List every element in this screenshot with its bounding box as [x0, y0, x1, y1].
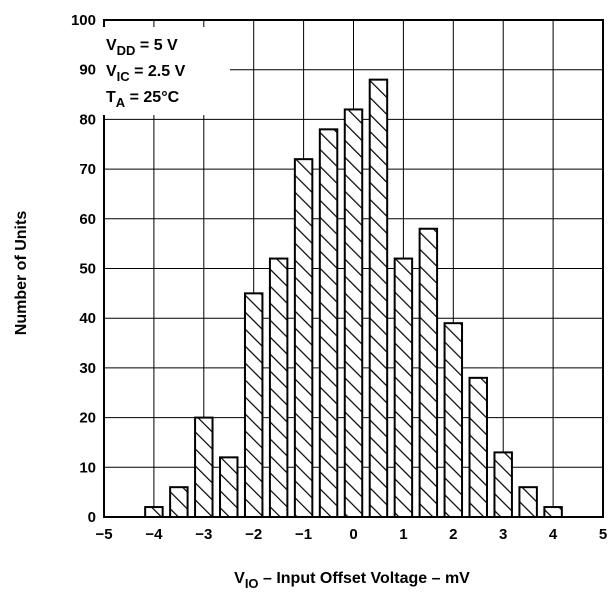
x-tick-label: −1 — [295, 526, 312, 543]
x-axis-label: VIO – Input Offset Voltage – mV — [234, 570, 470, 591]
histogram-bar — [518, 486, 538, 518]
histogram-bar — [194, 416, 214, 519]
x-axis-label-sub: IO — [245, 576, 259, 591]
conditions-box-background — [100, 27, 230, 115]
x-axis-label-main: V — [234, 570, 245, 587]
condition-symbol: V — [106, 63, 117, 80]
histogram-bar — [543, 506, 563, 518]
histogram-bar — [318, 128, 339, 518]
y-tick-label: 10 — [79, 459, 96, 476]
x-tick-label: 0 — [349, 526, 357, 543]
x-tick-label: 1 — [399, 526, 407, 543]
y-tick-label: 100 — [71, 12, 96, 29]
histogram-bar — [468, 376, 488, 518]
condition-value: = 2.5 V — [130, 63, 186, 80]
histogram-bar — [268, 257, 289, 518]
y-axis-label: Number of Units — [13, 211, 30, 336]
histogram-bar — [418, 227, 439, 519]
y-tick-label: 0 — [88, 509, 96, 526]
condition-subscript: DD — [117, 43, 136, 58]
histogram-bar — [393, 257, 414, 518]
plot-frame — [103, 19, 604, 518]
condition-subscript: A — [116, 95, 126, 110]
bars — [144, 78, 563, 519]
y-tick-labels: 0 10 20 30 40 50 60 70 80 90 100 — [71, 12, 96, 526]
histogram-bar — [368, 78, 389, 518]
histogram-bar — [219, 456, 239, 518]
x-tick-label: −3 — [195, 526, 212, 543]
y-tick-label: 70 — [79, 161, 96, 178]
y-tick-label: 30 — [79, 360, 96, 377]
histogram-bar — [493, 451, 513, 519]
condition-line: TA = 25°C — [106, 89, 180, 110]
x-tick-label: 3 — [499, 526, 507, 543]
histogram-bar — [243, 292, 264, 518]
y-tick-label: 40 — [79, 310, 96, 327]
condition-symbol: V — [106, 37, 117, 54]
histogram-bar — [169, 486, 189, 518]
x-tick-label: −2 — [245, 526, 262, 543]
x-tick-label: −4 — [145, 526, 163, 543]
histogram-bar — [343, 108, 364, 519]
condition-value: = 25°C — [125, 89, 179, 106]
x-tick-labels: −5 −4 −3 −2 −1 0 1 2 3 4 5 — [95, 526, 607, 543]
x-tick-label: −5 — [95, 526, 112, 543]
x-tick-label: 5 — [599, 526, 607, 543]
condition-subscript: IC — [117, 69, 131, 84]
condition-symbol: T — [106, 89, 116, 106]
x-axis-label-rest: – Input Offset Voltage – mV — [259, 570, 471, 587]
x-tick-label: 2 — [449, 526, 457, 543]
y-tick-label: 90 — [79, 62, 96, 79]
y-tick-label: 20 — [79, 410, 96, 427]
x-tick-label: 4 — [549, 526, 558, 543]
y-tick-label: 50 — [79, 261, 96, 278]
histogram-bar — [144, 506, 164, 518]
condition-line: VDD = 5 V — [106, 37, 178, 58]
condition-value: = 5 V — [135, 37, 178, 54]
y-tick-label: 80 — [79, 111, 96, 128]
histogram-bar — [293, 158, 314, 518]
histogram-bar — [443, 322, 464, 519]
condition-line: VIC = 2.5 V — [106, 63, 186, 84]
y-tick-label: 60 — [79, 211, 96, 228]
